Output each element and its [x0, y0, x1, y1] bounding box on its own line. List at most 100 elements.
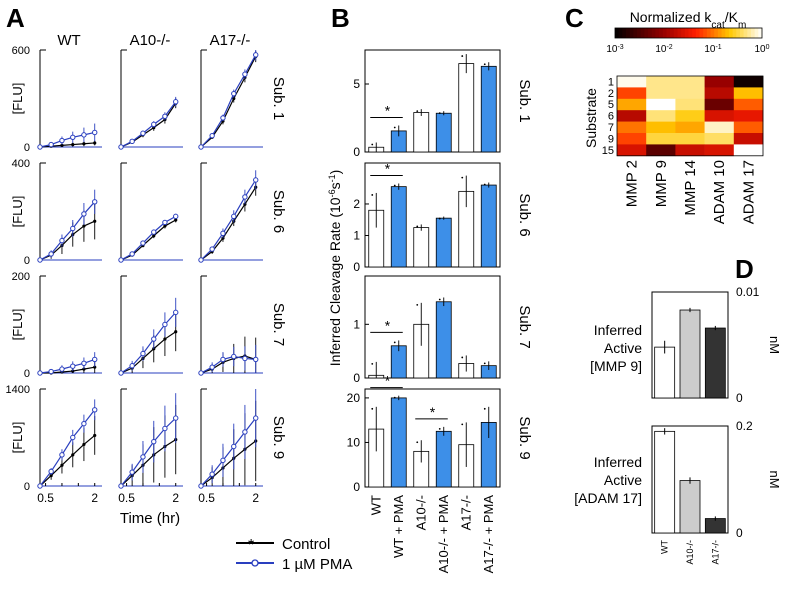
- row-label-3: Sub. 9: [270, 416, 287, 459]
- heat-cell-4-0: [617, 121, 647, 134]
- point-pma-r1c1-1: [129, 251, 135, 257]
- bar-b-3-3: [435, 430, 452, 488]
- point-pma-r3c2-3: [231, 443, 237, 450]
- scalebar-step-35: [743, 28, 748, 38]
- scale-label-exp-2: -1: [715, 44, 721, 51]
- series-control-r3c1: [120, 439, 177, 487]
- point-control-r0c2-3: [232, 96, 236, 101]
- heat-row-label-1: 2: [608, 88, 614, 100]
- heat-cell-2-2: [675, 98, 705, 111]
- err-dot-b-2-2: [416, 303, 419, 306]
- ylabel-b-exp: -6: [327, 189, 337, 197]
- series-pma-r1c0: [39, 201, 96, 261]
- point-pma-r3c2-2: [220, 457, 226, 464]
- category-label-b-5: A17-/- + PMA: [481, 495, 496, 574]
- ylabel-b-main: Inferred Cleavage Rate (10: [327, 197, 343, 366]
- ytick-zero-2: 0: [24, 368, 30, 380]
- series-control-r2c1: [120, 331, 177, 374]
- label-d-0-2: [MMP 9]: [590, 358, 642, 374]
- point-pma-r2c0-1: [48, 368, 54, 375]
- point-control-r1c1-4: [163, 224, 167, 228]
- scalebar-step-22: [695, 28, 701, 38]
- heatmap-title-mid: /K: [725, 9, 739, 25]
- point-control-r0c0-5: [93, 141, 97, 145]
- xtick-label-c0-0: 0.5: [37, 491, 54, 505]
- series-control-r3c2: [200, 440, 257, 487]
- scalebar-step-39: [758, 28, 763, 38]
- point-pma-r0c0-2: [59, 137, 65, 144]
- sig-star-b-1-0: *: [385, 160, 391, 176]
- bar-b-2-3: [435, 301, 452, 379]
- point-control-r3c0-4: [82, 442, 86, 447]
- bar-b-0-2: [413, 112, 430, 153]
- point-pma-r3c1-2: [140, 454, 146, 460]
- ytick-label-d-top-1: 0.2: [736, 419, 753, 433]
- label-d-0-1: Active: [604, 340, 642, 356]
- err-dot-b-2-4: [461, 356, 464, 359]
- err-dot-b-1-0: [371, 194, 374, 196]
- point-pma-r0c2-2: [220, 115, 226, 121]
- scale-label-3: 100: [754, 44, 769, 56]
- category-label-b-2: A10-/-: [413, 495, 428, 530]
- panel-d-bar-chart: 0.01 0 nM Inferred Active [MMP 9] 0.2 0 nM Inferr…: [574, 285, 782, 565]
- err-dot-b-1-4: [461, 176, 464, 179]
- point-pma-r3c0-4: [81, 420, 87, 427]
- point-control-r3c0-2: [60, 463, 64, 467]
- scalebar-step-1: [618, 28, 623, 38]
- legend: * Control 1 µM PMA: [236, 536, 352, 573]
- point-pma-r2c0-2: [59, 366, 65, 372]
- point-pma-r1c0-5: [92, 199, 98, 205]
- heat-row-label-2: 5: [608, 99, 614, 111]
- series-control-r1c0: [39, 220, 95, 261]
- point-pma-r1c2-5: [253, 177, 259, 183]
- point-pma-r2c0-3: [70, 363, 76, 369]
- heat-cell-3-3: [704, 110, 735, 122]
- xtick-label-c1-3: 2: [172, 491, 179, 505]
- point-pma-r0c1-4: [162, 113, 168, 119]
- scale-label-0: 10-3: [606, 44, 623, 56]
- heatmap-title-sub2: m: [738, 20, 746, 31]
- scalebar-step-21: [692, 28, 697, 38]
- heat-col-label-0: MMP 2: [624, 160, 641, 207]
- point-control-r3c0-3: [71, 453, 75, 457]
- label-d-1-1: Active: [604, 472, 642, 488]
- point-pma-r1c2-0: [198, 257, 204, 263]
- heat-cell-4-4: [733, 121, 764, 134]
- heat-row-label-0: 1: [608, 76, 614, 88]
- ytick-label-d-zero-1: 0: [736, 526, 743, 540]
- scalebar-step-27: [714, 28, 719, 38]
- category-label-d-2: A17-/-: [710, 540, 720, 565]
- point-pma-r0c0-5: [92, 129, 98, 136]
- scalebar-step-24: [703, 28, 708, 38]
- point-pma-r1c0-1: [48, 251, 54, 257]
- ylabel-0: [FLU]: [10, 83, 25, 115]
- heat-row-label-6: 15: [602, 145, 614, 157]
- label-d-0-0: Inferred: [594, 322, 642, 338]
- series-pma-r3c0: [39, 409, 96, 487]
- ytick-label-d-zero-0: 0: [736, 391, 743, 405]
- legend-control-marker: *: [248, 537, 254, 554]
- err-dot-b-1-5: [483, 183, 486, 186]
- bar-d-0-1: [679, 309, 701, 399]
- xtick-label-c0-3: 2: [91, 491, 98, 505]
- point-control-r0c0-4: [82, 142, 86, 146]
- bar-b-0-4: [458, 63, 475, 153]
- heat-cell-0-0: [617, 76, 647, 88]
- scalebar-step-18: [681, 28, 686, 38]
- scalebar-step-6: [637, 28, 642, 38]
- ytick-label-b-3-1: 10: [347, 435, 361, 449]
- point-pma-r3c1-4: [162, 425, 168, 432]
- point-pma-r0c0-4: [81, 132, 87, 138]
- scalebar-step-4: [629, 28, 634, 38]
- point-control-r2c1-5: [174, 330, 178, 334]
- scale-label-2: 10-1: [704, 44, 721, 56]
- ytick-label-b-1-1: 1: [353, 228, 360, 242]
- panel-b-bar-chart: 0 5 * Sub. 1 0 1 2 * Sub. 6 0 1 * Sub. 7 0 10 20 * * Sub. …: [327, 49, 533, 574]
- heat-col-label-2: MMP 14: [682, 160, 699, 216]
- scale-label-base-2: 10: [704, 44, 716, 55]
- row-label-1: Sub. 6: [270, 190, 287, 233]
- category-label-b-3: A10-/- + PMA: [436, 495, 451, 574]
- ytick-label-b-0-0: 0: [353, 145, 360, 159]
- heat-cell-3-0: [617, 110, 647, 122]
- ytick-max-1: 400: [12, 158, 30, 170]
